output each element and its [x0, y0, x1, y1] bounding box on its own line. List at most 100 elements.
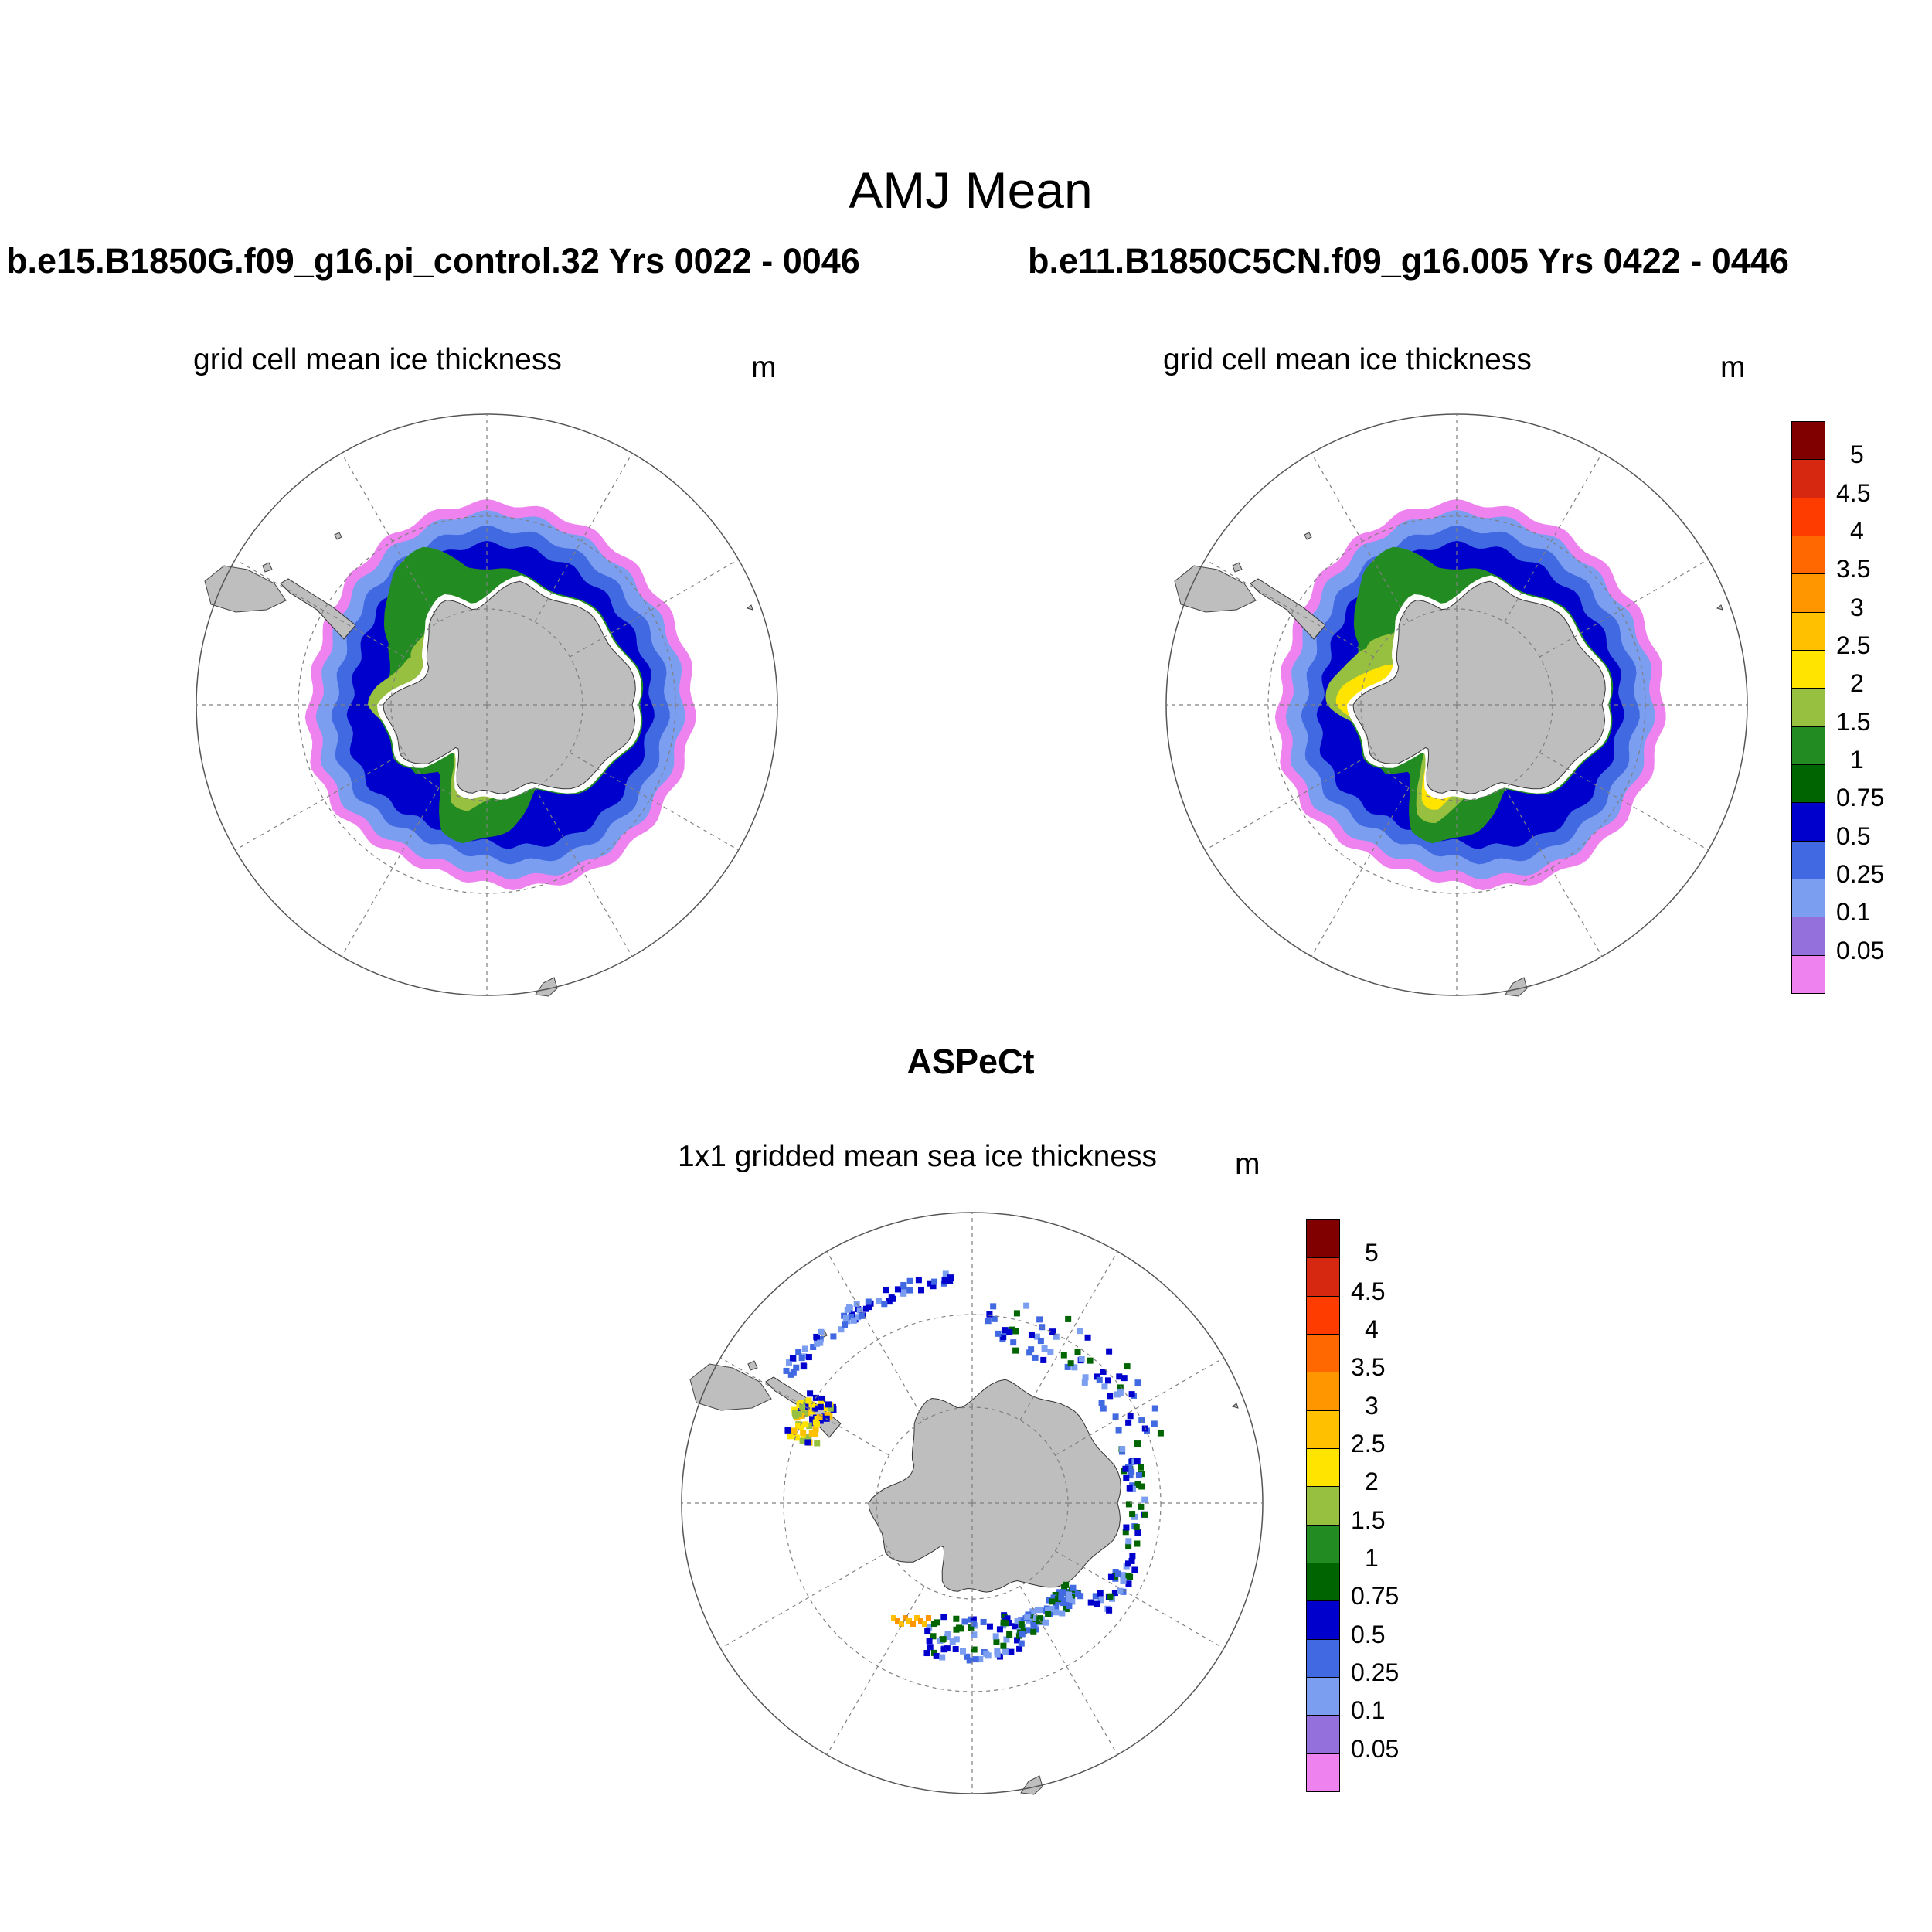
observation-cell — [1097, 1590, 1104, 1597]
observation-cell — [1036, 1615, 1043, 1622]
observation-cell — [1067, 1360, 1074, 1367]
colorbar-label: 0.75 — [1836, 784, 1885, 812]
observation-cell — [856, 1307, 863, 1314]
south-america-land — [689, 1363, 772, 1411]
observation-cell — [1125, 1501, 1132, 1508]
observation-cell — [1061, 1584, 1068, 1591]
colorbar-swatch — [1791, 764, 1825, 804]
observation-cell — [1138, 1483, 1145, 1490]
observation-cell — [808, 1430, 815, 1437]
new-zealand-land — [1505, 977, 1528, 997]
observation-cell — [800, 1429, 807, 1436]
colorbar-label: 3.5 — [1351, 1353, 1386, 1382]
observation-cell — [802, 1421, 809, 1428]
colorbar-swatch — [1306, 1295, 1340, 1335]
observation-cell — [1128, 1391, 1135, 1398]
observation-cell — [906, 1287, 913, 1294]
observation-cell — [968, 1624, 975, 1631]
colorbar-label: 3.5 — [1836, 555, 1871, 583]
observation-cell — [972, 1656, 979, 1663]
observation-cell — [915, 1277, 922, 1284]
observation-cell — [1066, 1603, 1073, 1610]
observation-cell — [848, 1313, 855, 1320]
colorbar-top: 5 4.5 4 3.5 3 2.5 2 1.5 1 0.75 0.5 0.25 0.1 0.05 — [1791, 421, 1884, 994]
observation-cell — [818, 1395, 825, 1402]
south-america-land — [204, 565, 287, 613]
observation-cell — [1043, 1619, 1049, 1626]
observation-cell — [1123, 1524, 1130, 1531]
observation-cell — [1045, 1611, 1052, 1617]
observation-cell — [1053, 1604, 1060, 1611]
island-land — [262, 562, 273, 573]
observation-cell — [903, 1615, 908, 1621]
observation-cell — [1074, 1349, 1081, 1355]
meridian-line — [534, 453, 633, 622]
colorbar-label: 0.1 — [1836, 898, 1871, 927]
observation-cell — [881, 1301, 888, 1308]
observation-cell — [1000, 1642, 1007, 1649]
observation-cell — [1134, 1481, 1141, 1488]
observation-cell — [842, 1321, 849, 1328]
observation-cell — [994, 1651, 1001, 1658]
observation-cell — [1071, 1364, 1078, 1371]
observation-cell — [1116, 1373, 1123, 1380]
observation-cell — [830, 1333, 837, 1340]
panel-2-subtitle: grid cell mean ice thickness — [1163, 343, 1532, 376]
observation-cell — [858, 1312, 865, 1319]
colorbar-label: 3 — [1365, 1391, 1379, 1420]
observation-cell — [1117, 1384, 1124, 1391]
observation-cell — [1098, 1400, 1105, 1406]
observation-cell — [1034, 1607, 1041, 1614]
observation-cell — [800, 1362, 807, 1369]
observation-cell — [827, 1405, 834, 1412]
observation-cell — [1129, 1485, 1136, 1492]
observation-cell — [1000, 1619, 1007, 1626]
observation-cell — [1059, 1610, 1066, 1617]
observation-cell — [970, 1620, 977, 1627]
observation-cell — [1107, 1573, 1114, 1580]
observation-cell — [799, 1403, 806, 1410]
observation-cell — [1077, 1328, 1083, 1335]
colorbar-swatch — [1791, 650, 1825, 689]
observation-cell — [926, 1624, 933, 1631]
observation-cell — [842, 1315, 849, 1321]
observation-tracks — [783, 1270, 1164, 1664]
colorbar-bottom: 5 4.5 4 3.5 3 2.5 2 1.5 1 0.75 0.5 0.25 0.1 0.05 — [1306, 1219, 1399, 1792]
observation-cell — [1094, 1600, 1100, 1607]
island-land — [1232, 562, 1243, 573]
observation-cell — [825, 1401, 832, 1408]
colorbar-swatch — [1306, 1410, 1340, 1449]
observation-cell — [1066, 1596, 1073, 1603]
observation-cell — [1060, 1589, 1066, 1596]
antarctic-peninsula — [1250, 578, 1326, 640]
colorbar-label: 5 — [1365, 1239, 1379, 1267]
observation-cell — [1058, 1594, 1065, 1601]
observation-cell — [784, 1427, 791, 1434]
observation-cell — [889, 1295, 896, 1302]
colorbar-label: 0.75 — [1351, 1582, 1400, 1611]
observation-cell — [1120, 1577, 1127, 1584]
observation-cell — [804, 1439, 811, 1446]
observation-cell — [1111, 1590, 1118, 1597]
observation-cell — [1157, 1430, 1164, 1437]
island-land — [334, 532, 342, 540]
observation-cell — [1141, 1511, 1148, 1518]
observation-cell — [940, 1614, 947, 1621]
observation-cell — [791, 1406, 798, 1413]
observation-cell — [1078, 1356, 1085, 1363]
observation-cell — [959, 1648, 966, 1655]
observation-cell — [922, 1621, 927, 1627]
observation-cell — [1029, 1608, 1036, 1615]
colorbar-swatch — [1306, 1638, 1340, 1678]
observation-cell — [1123, 1475, 1130, 1481]
observation-cell — [1082, 1374, 1089, 1381]
observation-cell — [1037, 1338, 1044, 1345]
continent-fragments — [1174, 532, 1723, 997]
meridian-line — [1504, 453, 1603, 622]
colorbar-swatch — [1791, 726, 1825, 765]
observation-cell — [1112, 1413, 1119, 1420]
observation-cell — [862, 1305, 869, 1312]
observation-cell — [970, 1616, 977, 1623]
observation-cell — [940, 1636, 947, 1643]
observation-cell — [1134, 1379, 1141, 1386]
